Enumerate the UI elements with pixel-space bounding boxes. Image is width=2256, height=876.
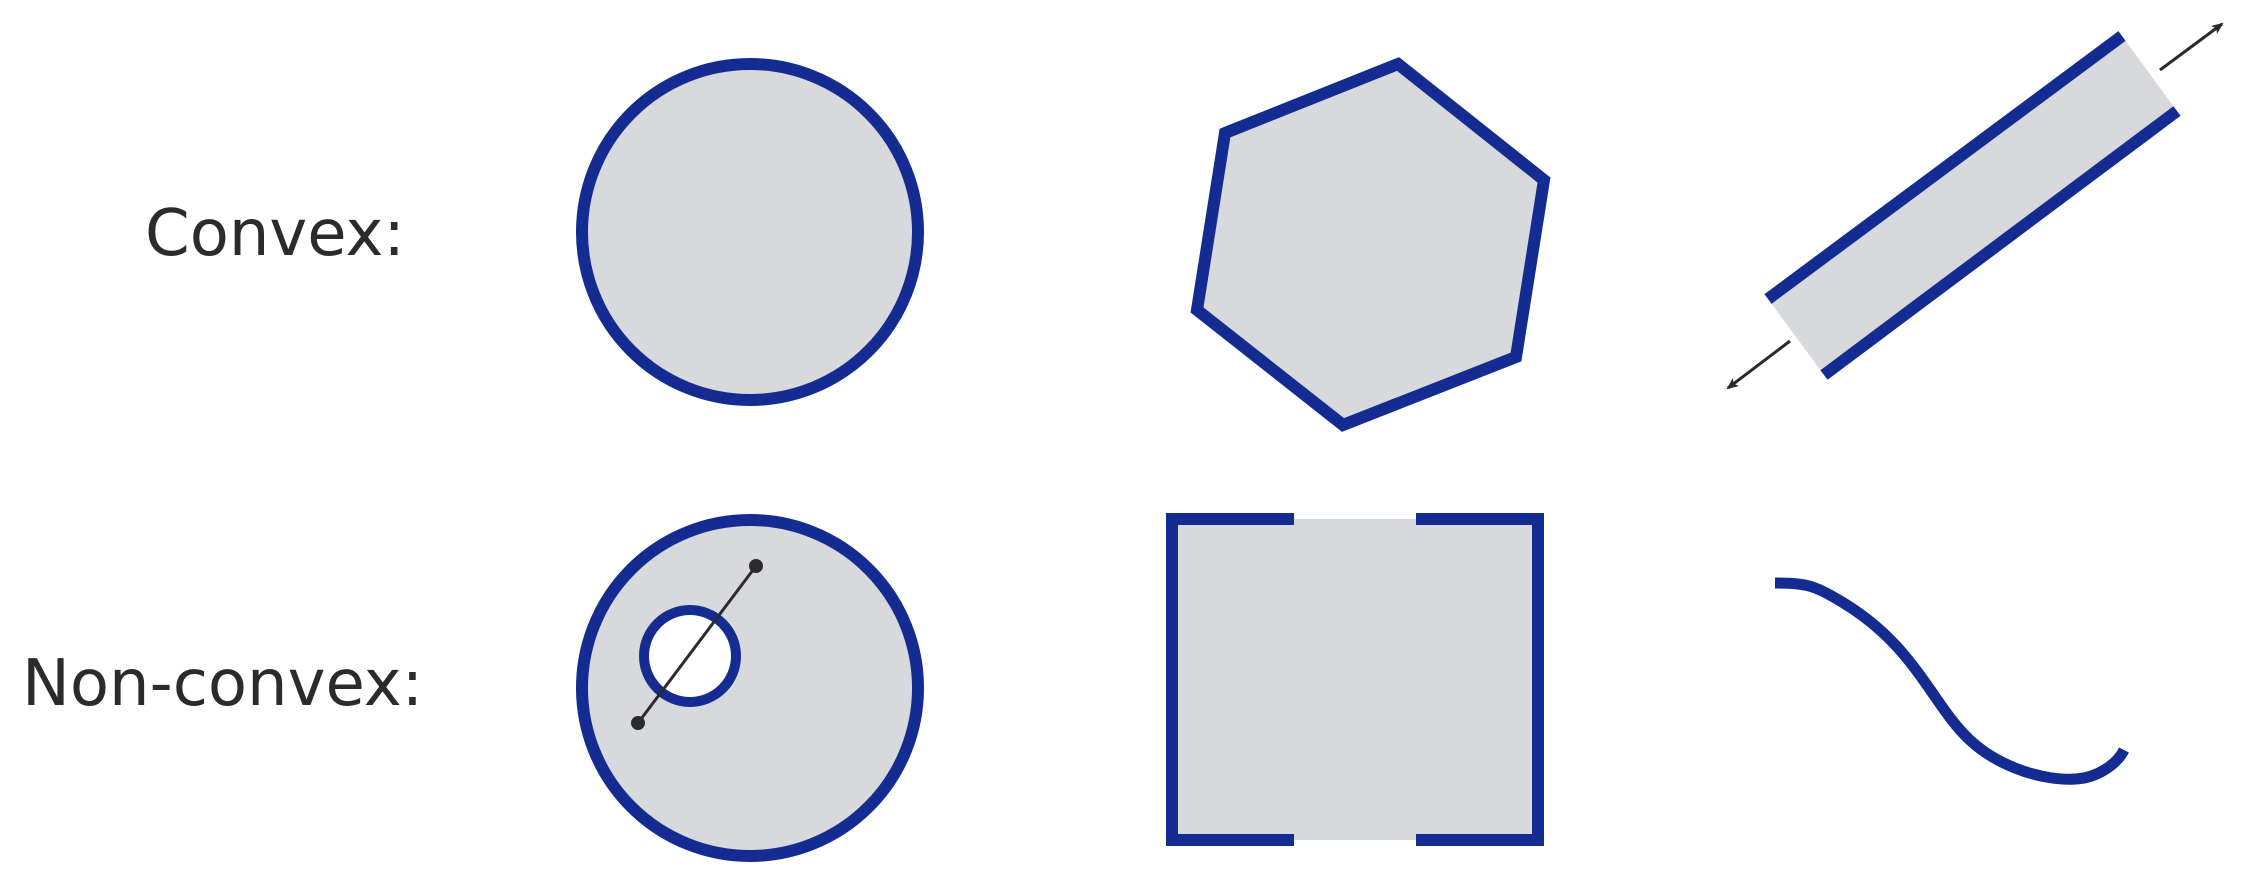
strip-arrow-down-icon [1726,339,1791,390]
segment-endpoint-bottom [631,716,645,730]
nonconvex-row-label: Non-convex: [22,647,423,721]
convex-infinite-strip [1726,22,2224,390]
convex-disk [576,58,924,406]
convex-row-label: Convex: [145,197,405,271]
crossing-segment [636,565,758,724]
nonconvex-curve [1774,577,2129,785]
nonconvex-disk-with-hole [576,514,924,862]
nonconvex-partial-square [1166,513,1544,846]
convex-hexagon [1190,57,1551,432]
segment-endpoint-top [749,559,763,573]
strip-arrow-up-icon [2159,22,2224,72]
